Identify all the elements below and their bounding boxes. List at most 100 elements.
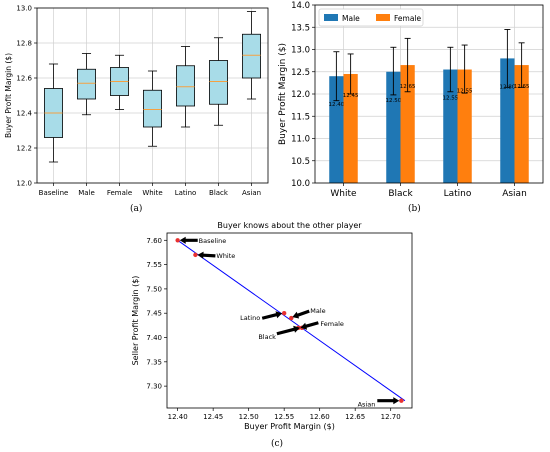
point-label-female: Female	[320, 320, 344, 328]
plot-frame	[36, 7, 269, 184]
x-tick-label: Baseline	[39, 189, 69, 197]
data-label: 12.65	[400, 84, 416, 90]
y-tick-label: 12.5	[291, 68, 310, 78]
bar-female-white	[343, 73, 358, 183]
x-tick-label: 12.65	[345, 413, 365, 421]
y-tick-label: 12.0	[16, 180, 32, 188]
arrow-white	[197, 251, 216, 259]
y-tick-label: 12.8	[16, 40, 32, 48]
point-label-black: Black	[258, 333, 276, 341]
y-tick-label: 12.6	[16, 75, 32, 83]
x-tick-label: 12.45	[203, 413, 223, 421]
bar-male-asian	[500, 58, 515, 183]
arrow-female	[300, 321, 319, 330]
y-tick-label: 7.30	[146, 383, 162, 391]
bar-female-latino	[457, 69, 472, 183]
data-label: 12.45	[343, 93, 359, 99]
legend-box	[318, 8, 424, 27]
x-tick-label: Latino	[175, 189, 197, 197]
y-tick-label: 7.45	[146, 310, 162, 318]
data-label: 12.65	[514, 84, 530, 90]
arrow-asian	[377, 397, 400, 405]
grouped-bar-chart: 10.0 10.5 11.0 11.5 12.0 12.5 13.0 13.5 14.0 12.4…	[278, 1, 544, 199]
data-label: 12.40	[329, 102, 345, 108]
point-asian	[399, 398, 404, 403]
data-label: 12.50	[386, 98, 402, 104]
y-tick-label: 10.0	[291, 179, 310, 189]
x-tick-label: 12.40	[168, 413, 188, 421]
y-tick-label: 13.0	[16, 5, 32, 13]
y-tick-label: 7.40	[146, 334, 162, 342]
data-label: 12.55	[443, 96, 459, 102]
trend-line	[177, 239, 406, 402]
y-axis-label: Seller Profit Margin ($)	[131, 276, 140, 366]
point-label-baseline: Baseline	[199, 237, 227, 245]
legend-swatch-male	[324, 14, 338, 21]
caption-a: (a)	[130, 204, 143, 214]
legend-swatch-female	[376, 14, 390, 21]
plot-frame	[314, 4, 544, 184]
box-white	[143, 89, 162, 128]
point-label-white: White	[216, 252, 235, 260]
box-plot-chart: 12.0 12.2 12.4 12.6 12.8 13.0 Baseline Male Fema…	[4, 5, 269, 197]
bar-male-white	[329, 76, 344, 183]
y-tick-label: 13.0	[291, 46, 310, 56]
y-tick-label: 10.5	[291, 157, 310, 167]
x-tick-label: 12.50	[239, 413, 259, 421]
point-white	[193, 252, 198, 258]
box-male	[77, 68, 96, 100]
y-tick-label: 13.5	[291, 23, 310, 33]
legend: Male Female	[318, 8, 424, 27]
y-tick-label: 11.0	[291, 135, 310, 145]
y-tick-label: 11.5	[291, 112, 310, 122]
scatter-line-chart: Buyer knows about the other player 12.40 1…	[131, 221, 413, 431]
point-latino	[281, 311, 287, 316]
point-male	[289, 315, 294, 321]
x-tick-label: Female	[107, 189, 132, 197]
x-tick-label: Black	[209, 189, 229, 197]
box-latino	[176, 65, 195, 107]
bar-female-asian	[514, 65, 529, 183]
x-tick-label: White	[330, 189, 357, 199]
x-tick-label: Latino	[444, 189, 472, 199]
y-tick-label: 7.35	[146, 358, 162, 366]
data-label: 12.55	[457, 89, 473, 95]
chart-title: Buyer knows about the other player	[217, 221, 362, 230]
point-label-latino: Latino	[240, 314, 260, 322]
y-tick-label: 7.55	[146, 261, 162, 269]
x-axis-label: Buyer Profit Margin ($)	[244, 422, 335, 431]
caption-c: (c)	[271, 439, 284, 449]
y-tick-label: 14.0	[291, 1, 310, 11]
legend-label-female: Female	[394, 14, 422, 23]
arrow-male	[292, 309, 310, 319]
bar-male-latino	[443, 69, 458, 183]
x-tick-label: Asian	[502, 189, 527, 199]
box-black	[209, 60, 228, 105]
box-asian	[242, 33, 261, 79]
x-tick-label: Black	[388, 189, 413, 199]
plot-frame	[166, 232, 413, 409]
point-label-asian: Asian	[358, 401, 376, 409]
bar-female-black	[400, 65, 415, 183]
arrow-baseline	[179, 236, 198, 244]
legend-label-male: Male	[342, 14, 360, 23]
x-tick-label: 12.70	[381, 413, 401, 421]
y-axis-label: Buyer Profit Margin ($)	[278, 43, 288, 145]
point-label-male: Male	[310, 307, 325, 315]
point-baseline	[175, 238, 180, 243]
x-tick-label: Asian	[242, 189, 261, 197]
y-axis-label: Buyer Profit Margin ($)	[4, 53, 13, 138]
y-tick-label: 12.2	[16, 145, 32, 153]
y-tick-label: 7.60	[146, 237, 162, 245]
y-tick-label: 12.0	[291, 90, 310, 100]
data-label: 12.80	[500, 84, 516, 90]
arrow-latino	[261, 311, 283, 320]
y-tick-label: 7.50	[146, 285, 162, 293]
caption-b: (b)	[408, 204, 421, 214]
bar-male-black	[386, 71, 401, 183]
x-tick-label: White	[142, 189, 162, 197]
x-tick-label: Male	[78, 189, 95, 197]
arrow-black	[276, 325, 300, 336]
x-tick-label: 12.55	[274, 413, 294, 421]
y-tick-label: 12.4	[16, 110, 32, 118]
